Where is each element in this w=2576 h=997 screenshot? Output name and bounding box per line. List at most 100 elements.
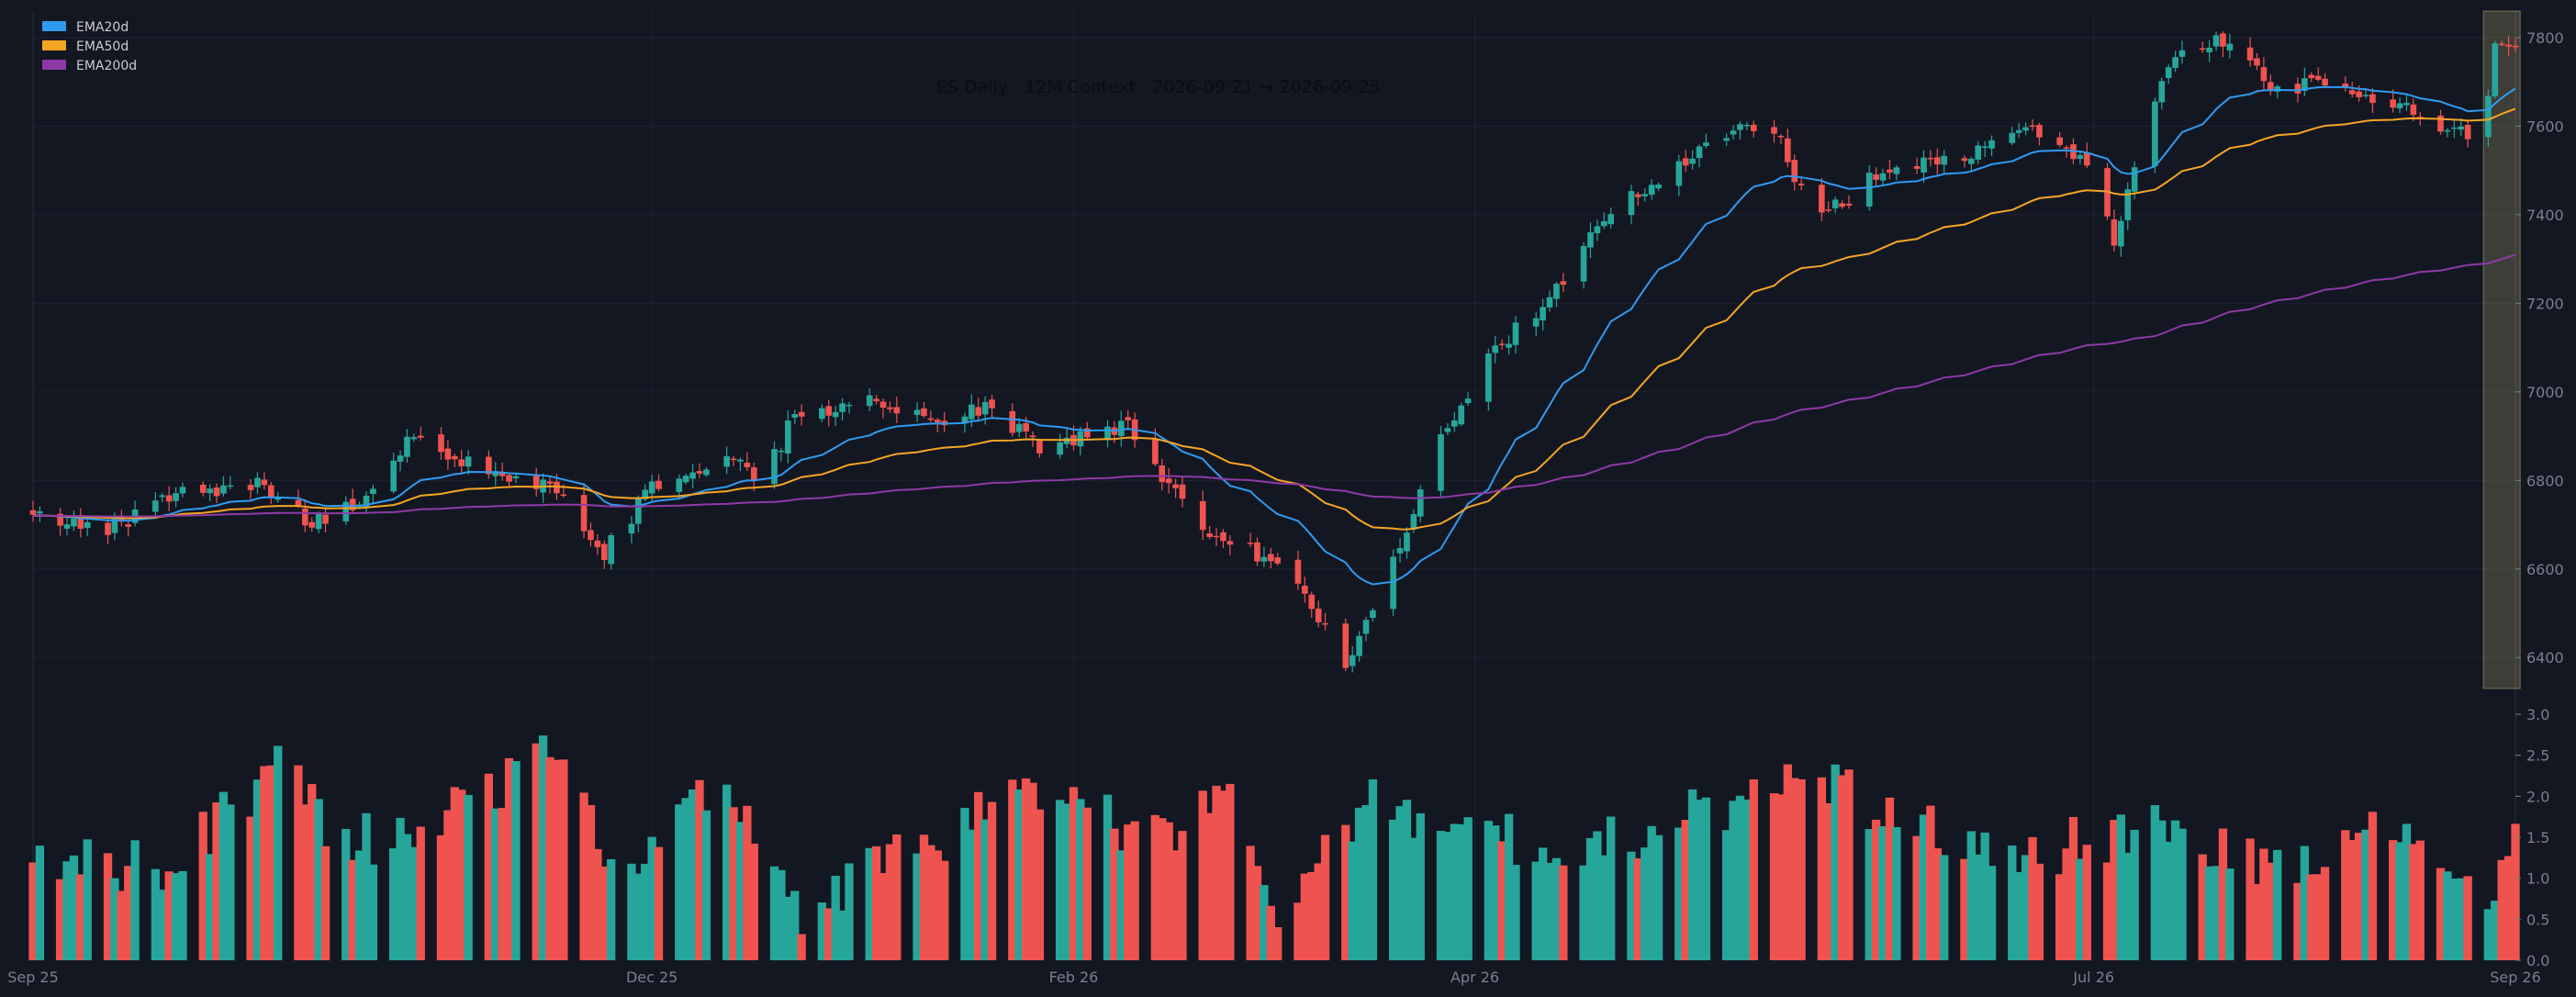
candle-body-6 (84, 521, 91, 529)
candle-body-166 (1607, 214, 1615, 225)
volume-bar-33 (348, 859, 357, 960)
volume-bar-107 (1055, 800, 1065, 960)
volume-bar-205 (1980, 832, 1989, 960)
candle-body-18 (207, 488, 213, 494)
volume-bar-60 (599, 866, 609, 960)
volume-bar-34 (354, 850, 364, 960)
volume-bar-132 (1294, 902, 1303, 960)
volume-bar-56 (559, 759, 568, 960)
volume-bar-49 (498, 808, 507, 960)
candle-body-176 (1703, 142, 1709, 146)
volume-bar-118 (1158, 818, 1167, 960)
candle-body-162 (1580, 246, 1587, 282)
candle-body-22 (247, 485, 254, 490)
candle-body-82 (819, 408, 825, 420)
candle-body-182 (1771, 127, 1777, 134)
volume-bar-26 (274, 745, 283, 960)
volume-bar-248 (2395, 842, 2404, 960)
candle-body-174 (1689, 158, 1696, 164)
candle-body-107 (1057, 442, 1063, 455)
grid-layer (32, 11, 2516, 960)
volume-bar-133 (1300, 873, 1310, 960)
volume-bar-48 (491, 808, 500, 960)
candle-body-38 (397, 455, 404, 462)
candle-body-223 (2158, 81, 2166, 103)
candle-body-43 (444, 448, 452, 460)
candle-body-169 (1641, 194, 1649, 196)
candle-body-105 (1029, 435, 1036, 438)
candle-body-194 (1879, 173, 1887, 181)
volume-bar-1 (35, 846, 45, 960)
volume-bar-40 (409, 846, 419, 960)
candle-body-42 (438, 434, 444, 453)
candle-body-71 (703, 469, 710, 476)
candle-body-140 (1362, 620, 1370, 634)
candle-body-76 (750, 467, 757, 481)
volume-bar-151 (1463, 817, 1473, 960)
candle-body-13 (159, 495, 166, 498)
candle-body-19 (213, 487, 220, 497)
candle-body-17 (199, 485, 207, 493)
volume-bar-23 (252, 779, 263, 960)
candle-body-111 (1083, 428, 1091, 438)
candle-body-36 (370, 488, 376, 494)
volume-bar-247 (2388, 840, 2398, 960)
candle-body-86 (846, 404, 853, 407)
volume-bar-240 (2313, 874, 2323, 960)
candle-body-63 (635, 498, 642, 524)
volume-bar-122 (1198, 790, 1207, 960)
candle-body-261 (2512, 45, 2519, 48)
volume-bar-13 (158, 890, 167, 960)
candle-body-100 (981, 401, 989, 415)
candle-body-72 (723, 455, 730, 467)
candle-body-121 (1179, 484, 1186, 499)
candle-body-77 (771, 449, 778, 485)
candle-body-154 (1498, 343, 1506, 345)
candle-body-64 (642, 489, 649, 499)
candle-body-157 (1532, 318, 1540, 327)
volume-bar-192 (1865, 829, 1874, 960)
candle-body-142 (1390, 556, 1396, 610)
volume-bar-70 (695, 779, 704, 960)
volume-tick-label-4: 2.0 (2526, 788, 2549, 805)
volume-bar-97 (960, 807, 969, 960)
volume-bar-241 (2320, 867, 2330, 960)
volume-bar-165 (1599, 855, 1608, 960)
volume-bar-102 (1008, 779, 1017, 960)
candle-body-242 (2342, 84, 2349, 87)
volume-bar-179 (1735, 795, 1745, 960)
candle-body-151 (1464, 398, 1472, 404)
candle-body-26 (274, 497, 282, 500)
volume-bar-234 (2259, 848, 2268, 960)
candle-body-120 (1172, 484, 1179, 488)
candle-body-221 (2131, 167, 2138, 192)
candle-body-246 (2369, 94, 2376, 104)
candle-body-24 (261, 479, 268, 486)
candle-body-74 (737, 459, 744, 462)
volume-bar-125 (1218, 790, 1228, 960)
candle-body-46 (465, 456, 472, 467)
candle-body-102 (1009, 410, 1016, 433)
volume-bar-218 (2110, 820, 2119, 960)
volume-bar-68 (681, 798, 690, 960)
volume-bar-5 (76, 874, 85, 960)
volume-bar-156 (1511, 865, 1520, 960)
candle-body-3 (63, 524, 71, 529)
candle-body-49 (498, 472, 506, 476)
candle-body-241 (2322, 78, 2328, 86)
candle-body-138 (1349, 655, 1356, 667)
volume-bar-233 (2252, 884, 2262, 960)
candle-body-59 (594, 540, 601, 548)
candle-body-237 (2294, 84, 2302, 94)
volume-bar-129 (1260, 885, 1269, 960)
volume-bar-96 (940, 860, 949, 960)
candle-body-188 (1825, 209, 1832, 211)
candle-body-89 (879, 401, 887, 409)
candle-body-30 (315, 513, 322, 530)
candle-body-4 (71, 518, 77, 527)
legend-swatch-ema50d (42, 40, 66, 50)
volume-bar-29 (308, 784, 317, 960)
candle-body-52 (532, 476, 540, 489)
volume-bar-176 (1701, 797, 1711, 960)
volume-bar-242 (2341, 830, 2350, 960)
